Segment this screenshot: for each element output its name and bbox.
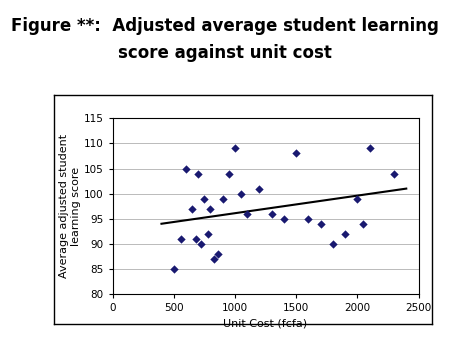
Point <box>256 186 263 191</box>
Point <box>189 206 196 211</box>
X-axis label: Unit Cost (fcfa): Unit Cost (fcfa) <box>224 319 307 329</box>
Point <box>177 236 184 242</box>
Point <box>207 206 214 211</box>
Point <box>225 171 232 176</box>
Point <box>219 196 226 201</box>
Point <box>243 211 251 216</box>
Point <box>194 171 202 176</box>
Point <box>231 146 239 151</box>
Point <box>214 251 221 257</box>
Point <box>360 221 367 226</box>
Text: score against unit cost: score against unit cost <box>118 44 332 62</box>
Point <box>305 216 312 221</box>
Point <box>342 231 349 237</box>
Point <box>201 196 208 201</box>
Point <box>280 216 288 221</box>
Point <box>354 196 361 201</box>
Point <box>182 166 189 171</box>
Point <box>211 256 218 262</box>
Y-axis label: Average adjusted student
learning score: Average adjusted student learning score <box>59 134 81 278</box>
Text: Figure **:  Adjusted average student learning: Figure **: Adjusted average student lear… <box>11 17 439 35</box>
Point <box>170 266 177 272</box>
Point <box>329 241 337 246</box>
Point <box>366 146 373 151</box>
Point <box>268 211 275 216</box>
Point <box>292 151 300 156</box>
Point <box>192 236 199 242</box>
Point <box>238 191 245 196</box>
Point <box>391 171 398 176</box>
Point <box>197 241 204 246</box>
Point <box>317 221 324 226</box>
Point <box>204 231 212 237</box>
